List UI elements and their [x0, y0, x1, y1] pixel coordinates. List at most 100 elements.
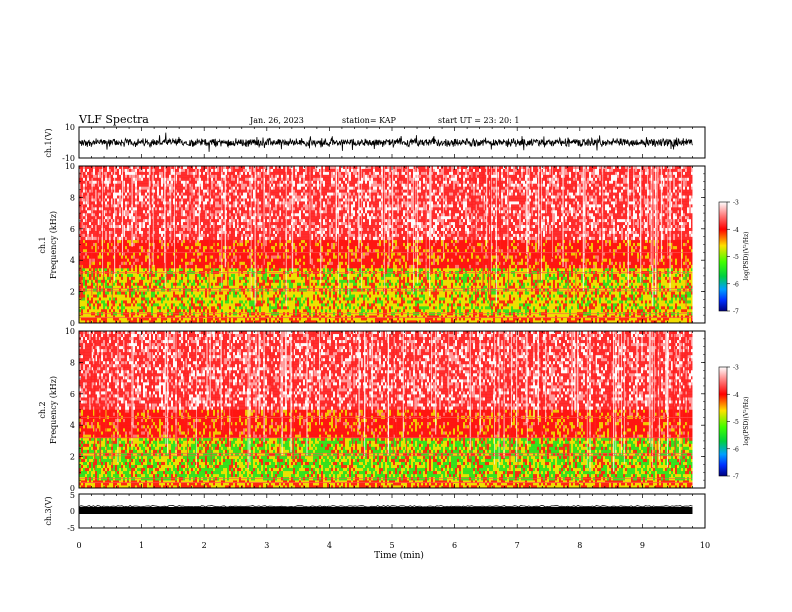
spectrogram-cell: [217, 258, 219, 263]
spectrogram-cell: [183, 225, 185, 229]
spectrogram-cell: [179, 320, 181, 323]
spectrogram-cell: [127, 227, 129, 232]
spectrogram-cell: [191, 219, 193, 223]
spectrogram-cell: [191, 246, 193, 250]
spectrogram-cell: [205, 285, 207, 289]
spectrogram-cell: [163, 180, 165, 185]
spectrogram-cell: [241, 195, 243, 199]
spectrogram-cell: [129, 207, 131, 211]
spectrogram-cell: [169, 192, 171, 196]
spectrogram-cell: [245, 177, 247, 182]
spectrogram-cell: [105, 236, 107, 241]
spectrogram-cell: [241, 207, 243, 211]
spectrogram-cell: [249, 227, 251, 232]
spectrogram-cell: [235, 291, 237, 295]
spectrogram-cell: [159, 168, 161, 173]
spectrogram-cell: [261, 300, 263, 304]
spectrogram-cell: [191, 255, 193, 259]
spectrogram-cell: [235, 288, 237, 292]
spectrogram-cell: [157, 233, 159, 238]
spectrogram-cell: [141, 317, 143, 321]
spectrogram-cell: [209, 268, 211, 272]
spectrogram-cell: [223, 180, 225, 185]
spectrogram-cell: [147, 252, 149, 256]
spectrogram-cell: [151, 315, 153, 319]
spectrogram-cell: [153, 210, 155, 214]
spectrogram-cell: [213, 288, 215, 292]
spectrogram-cell: [117, 258, 119, 263]
spectrogram-cell: [143, 186, 145, 190]
spectrogram-cell: [251, 291, 253, 295]
spectrogram-cell: [215, 309, 217, 313]
ch1-spectrogram-image: [79, 166, 705, 323]
spectrogram-cell: [183, 183, 185, 187]
spectrogram-cell: [183, 233, 185, 238]
spectrogram-cell: [139, 291, 141, 295]
spectrogram-cell: [203, 183, 205, 187]
spectrogram-cell: [101, 225, 103, 229]
spectrogram-cell: [181, 300, 183, 304]
spectrogram-cell: [167, 168, 169, 173]
spectrogram-cell: [171, 189, 173, 193]
spectrogram-cell: [105, 273, 107, 278]
spectrogram-cell: [219, 225, 221, 229]
spectrogram-cell: [189, 204, 191, 208]
spectrogram-cell: [113, 177, 115, 182]
spectrogram-cell: [137, 264, 139, 269]
spectrogram-cell: [229, 213, 231, 217]
spectrogram-cell: [89, 291, 91, 295]
spectrogram-cell: [241, 225, 243, 229]
spectrogram-cell: [107, 246, 109, 250]
spectrogram-cell: [187, 261, 189, 266]
spectrogram-cell: [95, 252, 97, 256]
spectrogram-cell: [107, 303, 109, 307]
spectrogram-cell: [129, 219, 131, 223]
spectrogram-cell: [223, 252, 225, 256]
spectrogram-cell: [85, 222, 87, 226]
spectrogram-cell: [251, 252, 253, 256]
spectrogram-cell: [89, 216, 91, 220]
spectrogram-cell: [259, 258, 261, 263]
spectrogram-cell: [189, 242, 191, 247]
spectrogram-cell: [229, 195, 231, 199]
spectrogram-cell: [251, 279, 253, 284]
spectrogram-cell: [89, 279, 91, 284]
spectrogram-cell: [153, 180, 155, 185]
spectrogram-cell: [199, 285, 201, 289]
spectrogram-cell: [87, 189, 89, 193]
spectrogram-cell: [183, 306, 185, 310]
spectrogram-cell: [247, 309, 249, 313]
spectrogram-cell: [119, 242, 121, 247]
spectrogram-cell: [181, 213, 183, 217]
spectrogram-cell: [155, 183, 157, 187]
spectrogram-cell: [259, 239, 261, 244]
spectrogram-cell: [219, 261, 221, 266]
spectrogram-cell: [259, 213, 261, 217]
spectrogram-cell: [239, 252, 241, 256]
spectrogram-cell: [177, 268, 179, 272]
spectrogram-cell: [257, 225, 259, 229]
spectrogram-cell: [129, 236, 131, 241]
spectrogram-cell: [207, 236, 209, 241]
spectrogram-cell: [207, 192, 209, 196]
spectrogram-cell: [233, 219, 235, 223]
spectrogram-cell: [197, 249, 199, 253]
spectrogram-cell: [153, 279, 155, 284]
spectrogram-cell: [215, 195, 217, 199]
spectrogram-cell: [113, 291, 115, 295]
spectrogram-cell: [177, 213, 179, 217]
spectrogram-cell: [163, 183, 165, 187]
spectrogram-cell: [95, 201, 97, 205]
spectrogram-cell: [167, 213, 169, 217]
spectrogram-cell: [207, 198, 209, 202]
spectrogram-cell: [127, 268, 129, 272]
spectrogram-cell: [157, 171, 159, 176]
spectrogram-cell: [171, 306, 173, 310]
spectrogram-cell: [189, 252, 191, 256]
spectrogram-cell: [157, 195, 159, 199]
spectrogram-cell: [237, 242, 239, 247]
spectrogram-cell: [95, 174, 97, 179]
spectrogram-cell: [229, 225, 231, 229]
spectrogram-cell: [197, 213, 199, 217]
spectrogram-cell: [123, 303, 125, 307]
